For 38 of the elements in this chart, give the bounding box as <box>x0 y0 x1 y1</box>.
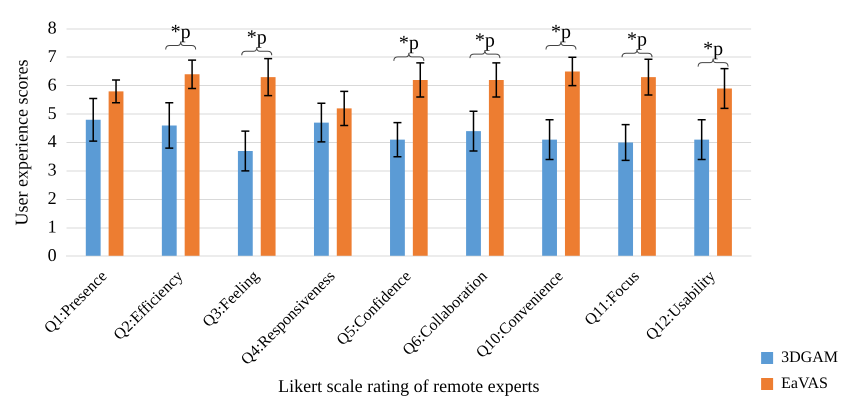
annotation: *p <box>550 20 571 43</box>
bar <box>694 140 710 256</box>
y-tick-label: 8 <box>48 18 57 38</box>
y-tick-label: 1 <box>48 216 57 237</box>
y-tick-label: 5 <box>48 102 57 123</box>
annotation: *p <box>246 26 267 48</box>
bar <box>162 125 177 256</box>
bar <box>412 80 428 256</box>
annotation: *p <box>703 38 724 60</box>
annotation: *p <box>627 28 648 50</box>
bar <box>336 108 352 256</box>
bar <box>108 91 124 256</box>
bar <box>618 142 634 256</box>
bar <box>466 131 481 256</box>
x-axis-title: Likert scale rating of remote experts <box>278 376 540 396</box>
bar <box>717 88 732 256</box>
bar <box>564 71 580 256</box>
bar <box>184 74 200 256</box>
bar <box>260 77 276 256</box>
y-tick-label: 3 <box>48 160 57 180</box>
bar <box>542 140 557 256</box>
bar <box>86 120 101 256</box>
bar <box>238 151 253 256</box>
y-tick-label: 4 <box>48 131 57 152</box>
y-tick-label: 6 <box>48 74 57 94</box>
bar <box>641 77 656 256</box>
legend-label: EaVAS <box>781 375 828 392</box>
y-tick-label: 0 <box>48 244 57 265</box>
legend-label: 3DGAM <box>781 349 838 366</box>
bar <box>390 140 405 256</box>
bar <box>314 122 329 256</box>
annotation: *p <box>474 29 495 52</box>
y-tick-label: 2 <box>48 188 57 208</box>
annotation: *p <box>398 32 419 54</box>
y-tick-label: 7 <box>48 46 57 66</box>
bar <box>488 80 504 256</box>
y-axis-title: User experience scores <box>12 60 32 226</box>
annotation: *p <box>170 20 191 43</box>
